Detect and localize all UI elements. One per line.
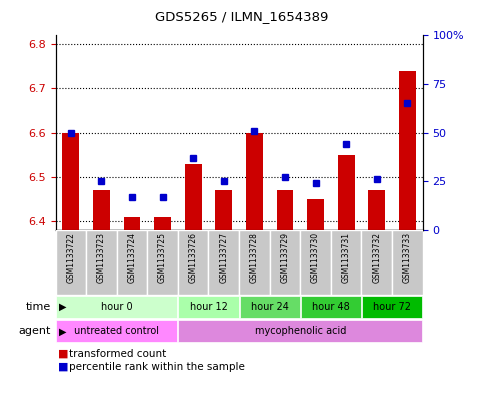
Bar bbox=[362, 296, 422, 318]
Bar bbox=[331, 230, 361, 295]
Bar bbox=[392, 230, 423, 295]
Bar bbox=[117, 230, 147, 295]
Bar bbox=[307, 199, 324, 230]
Text: ▶: ▶ bbox=[59, 302, 67, 312]
Bar bbox=[240, 296, 300, 318]
Bar bbox=[93, 190, 110, 230]
Bar bbox=[270, 230, 300, 295]
Text: ■: ■ bbox=[58, 362, 69, 372]
Bar bbox=[301, 296, 361, 318]
Bar bbox=[56, 296, 177, 318]
Text: hour 0: hour 0 bbox=[101, 302, 132, 312]
Text: mycophenolic acid: mycophenolic acid bbox=[255, 326, 346, 336]
Bar bbox=[178, 296, 239, 318]
Text: GDS5265 / ILMN_1654389: GDS5265 / ILMN_1654389 bbox=[155, 10, 328, 23]
Bar bbox=[277, 190, 293, 230]
Bar bbox=[369, 190, 385, 230]
Text: GSM1133722: GSM1133722 bbox=[66, 232, 75, 283]
Text: GSM1133726: GSM1133726 bbox=[189, 232, 198, 283]
Text: untreated control: untreated control bbox=[74, 326, 159, 336]
Text: GSM1133731: GSM1133731 bbox=[341, 232, 351, 283]
Bar bbox=[246, 132, 263, 230]
Bar bbox=[361, 230, 392, 295]
Text: agent: agent bbox=[18, 326, 51, 336]
Bar bbox=[56, 320, 177, 342]
Text: GSM1133730: GSM1133730 bbox=[311, 232, 320, 283]
Bar bbox=[62, 132, 79, 230]
Bar bbox=[147, 230, 178, 295]
Text: GSM1133727: GSM1133727 bbox=[219, 232, 228, 283]
Text: hour 12: hour 12 bbox=[189, 302, 227, 312]
Bar bbox=[124, 217, 141, 230]
Text: time: time bbox=[26, 302, 51, 312]
Bar bbox=[215, 190, 232, 230]
Text: hour 24: hour 24 bbox=[251, 302, 289, 312]
Text: ■: ■ bbox=[58, 349, 69, 359]
Bar bbox=[300, 230, 331, 295]
Text: ▶: ▶ bbox=[59, 326, 67, 336]
Text: hour 72: hour 72 bbox=[373, 302, 411, 312]
Text: hour 48: hour 48 bbox=[312, 302, 350, 312]
Text: GSM1133723: GSM1133723 bbox=[97, 232, 106, 283]
Bar bbox=[56, 230, 86, 295]
Text: percentile rank within the sample: percentile rank within the sample bbox=[69, 362, 245, 372]
Bar bbox=[209, 230, 239, 295]
Bar bbox=[178, 230, 209, 295]
Bar bbox=[154, 217, 171, 230]
Text: GSM1133729: GSM1133729 bbox=[281, 232, 289, 283]
Bar bbox=[399, 71, 416, 230]
Bar bbox=[178, 320, 422, 342]
Text: GSM1133733: GSM1133733 bbox=[403, 232, 412, 283]
Text: GSM1133724: GSM1133724 bbox=[128, 232, 137, 283]
Text: GSM1133728: GSM1133728 bbox=[250, 232, 259, 283]
Bar bbox=[86, 230, 117, 295]
Bar bbox=[239, 230, 270, 295]
Text: transformed count: transformed count bbox=[69, 349, 166, 359]
Bar bbox=[338, 155, 355, 230]
Bar bbox=[185, 163, 201, 230]
Text: GSM1133725: GSM1133725 bbox=[158, 232, 167, 283]
Text: GSM1133732: GSM1133732 bbox=[372, 232, 381, 283]
